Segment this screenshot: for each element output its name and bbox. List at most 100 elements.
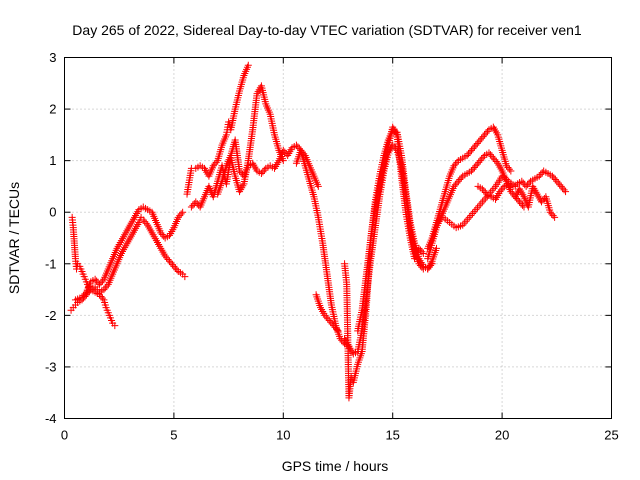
- data-point: [453, 158, 461, 166]
- data-point: [322, 313, 330, 321]
- data-point: [559, 184, 567, 192]
- data-point: [562, 188, 570, 196]
- data-point: [416, 246, 424, 254]
- data-point: [327, 318, 335, 326]
- data-series: [292, 146, 353, 350]
- data-point: [470, 143, 478, 151]
- data-point: [556, 181, 564, 189]
- data-point: [96, 280, 104, 288]
- data-point: [489, 154, 497, 162]
- x-tick-label: 20: [495, 428, 509, 443]
- data-point: [161, 252, 169, 260]
- data-point: [330, 322, 338, 330]
- data-point: [560, 186, 568, 194]
- data-point: [244, 61, 252, 69]
- data-point: [171, 264, 179, 272]
- data-point: [466, 148, 474, 156]
- data-point: [479, 133, 487, 141]
- data-point: [469, 165, 477, 173]
- data-point: [111, 322, 119, 330]
- data-point: [499, 184, 507, 192]
- data-point: [457, 174, 465, 182]
- data-point: [551, 213, 559, 221]
- data-point: [476, 136, 484, 144]
- data-point: [505, 165, 513, 173]
- data-point: [450, 182, 458, 190]
- data-point: [463, 151, 471, 159]
- data-point: [488, 152, 496, 160]
- data-point: [476, 157, 484, 165]
- data-point: [484, 127, 492, 135]
- data-point: [470, 164, 478, 172]
- data-point: [450, 162, 458, 170]
- data-point: [192, 198, 200, 206]
- data-point: [481, 188, 489, 196]
- data-point: [469, 145, 477, 153]
- data-point: [328, 320, 336, 328]
- data-point: [158, 231, 166, 239]
- ticks-layer: 0 5 10 15 20 25 -4 -3 -2 -1 0 1 2 3: [45, 50, 619, 443]
- x-tick-label: 0: [61, 428, 68, 443]
- data-point: [418, 263, 426, 271]
- data-point: [514, 196, 522, 204]
- data-point: [334, 327, 342, 335]
- data-point: [551, 176, 559, 184]
- data-point: [557, 182, 565, 190]
- data-point: [467, 167, 475, 175]
- data-point: [467, 146, 475, 154]
- data-point: [475, 158, 483, 166]
- data-point: [236, 167, 244, 175]
- data-point: [504, 164, 512, 172]
- data-point: [470, 208, 478, 216]
- data-point: [177, 210, 185, 218]
- data-series: [511, 182, 559, 221]
- data-point: [473, 204, 481, 212]
- data-point: [432, 244, 440, 252]
- data-point: [465, 213, 473, 221]
- data-point: [257, 170, 265, 178]
- data-point: [419, 249, 427, 257]
- data-point: [522, 182, 530, 190]
- data-point: [554, 179, 562, 187]
- data-point: [516, 198, 524, 206]
- data-point: [478, 198, 486, 206]
- y-tick-label: 1: [49, 153, 56, 168]
- y-tick-label: -4: [45, 411, 57, 426]
- data-point: [100, 286, 108, 294]
- data-point: [139, 216, 147, 224]
- data-point: [492, 158, 500, 166]
- data-point: [167, 259, 175, 267]
- data-point: [507, 188, 515, 196]
- data-point: [78, 293, 86, 301]
- data-point: [519, 179, 527, 187]
- data-point: [157, 229, 165, 237]
- data-point: [142, 219, 150, 227]
- data-point: [478, 155, 486, 163]
- data-point: [237, 169, 245, 177]
- y-tick-label: -1: [45, 256, 57, 271]
- data-point: [98, 277, 106, 285]
- data-point: [259, 168, 267, 176]
- data-series: [183, 61, 252, 198]
- data-point: [502, 162, 510, 170]
- data-point: [292, 141, 300, 149]
- data-point: [176, 212, 184, 220]
- data-point: [456, 176, 464, 184]
- data-point: [507, 167, 515, 175]
- data-point: [321, 311, 329, 319]
- data-point: [481, 131, 489, 139]
- data-point: [170, 262, 178, 270]
- data-point: [518, 177, 526, 185]
- data-point: [294, 143, 302, 151]
- x-tick-label: 10: [276, 428, 290, 443]
- data-point: [453, 179, 461, 187]
- data-point: [418, 248, 426, 256]
- data-point: [174, 213, 182, 221]
- data-point: [193, 200, 201, 208]
- data-point: [451, 160, 459, 168]
- data-point: [454, 177, 462, 185]
- data-point: [163, 254, 171, 262]
- data-point: [425, 263, 433, 271]
- x-tick-label: 25: [604, 428, 618, 443]
- y-tick-label: -3: [45, 359, 57, 374]
